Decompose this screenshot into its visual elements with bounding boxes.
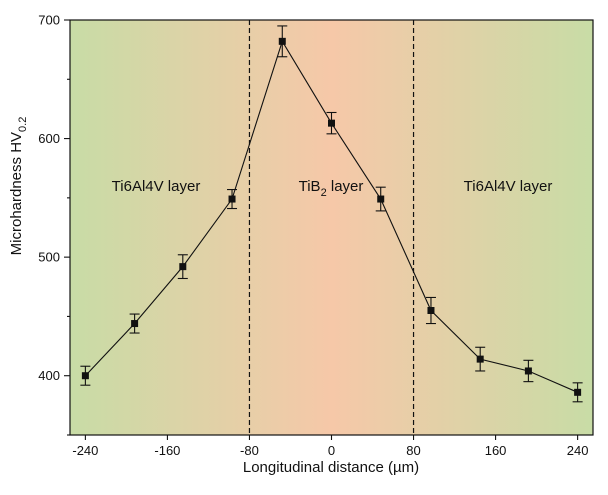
data-point	[179, 263, 187, 271]
region-label-right: Ti6Al4V layer	[464, 178, 553, 195]
data-point	[228, 195, 236, 203]
data-point	[377, 195, 385, 203]
series-group	[80, 25, 583, 403]
data-point	[427, 307, 435, 314]
y-tick-label: 700	[38, 13, 60, 28]
region-label-center: TiB2 layer	[299, 178, 364, 199]
x-tick-label: 80	[406, 443, 420, 458]
x-axis-title: Longitudinal distance (µm)	[243, 459, 419, 476]
axis-ticks: -240 -160 -80 0 80 160 240 400 500 600 700	[38, 13, 588, 459]
data-point	[524, 367, 532, 375]
y-tick-label: 500	[38, 250, 60, 265]
data-point	[574, 388, 582, 396]
x-tick-label: 240	[567, 443, 589, 458]
y-axis-title: Microhardness HV0.2	[8, 117, 29, 256]
x-tick-label: 160	[485, 443, 507, 458]
region-label-left: Ti6Al4V layer	[112, 178, 201, 195]
data-point	[328, 119, 335, 127]
region-boundaries	[248, 20, 415, 435]
y-tick-label: 400	[38, 368, 60, 383]
plot-background	[70, 20, 593, 435]
y-tick-label: 600	[38, 131, 60, 146]
data-point	[131, 320, 139, 328]
x-tick-label: -240	[72, 443, 98, 458]
x-tick-label: -80	[240, 443, 259, 458]
region-labels: Ti6Al4V layer TiB2 layer Ti6Al4V layer	[112, 178, 553, 199]
data-point	[476, 355, 484, 363]
data-point	[278, 37, 286, 45]
data-point	[81, 372, 89, 380]
x-tick-label: -160	[154, 443, 180, 458]
x-tick-label: 0	[328, 443, 335, 458]
